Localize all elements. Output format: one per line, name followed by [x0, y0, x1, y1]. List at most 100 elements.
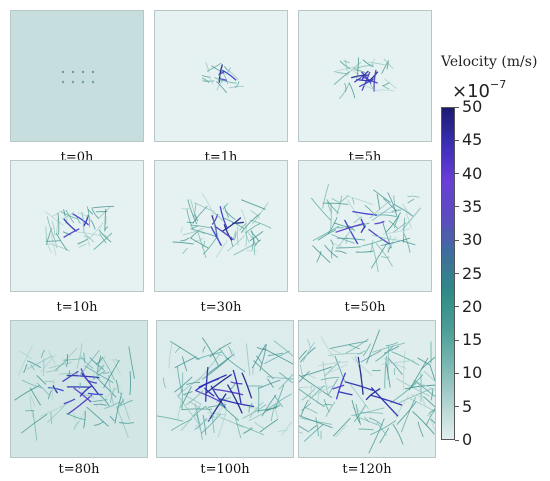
fracture-segment: [257, 386, 260, 414]
fracture-segment: [277, 429, 289, 433]
well-point: [71, 80, 75, 84]
fracture-segment: [332, 384, 345, 390]
fracture-segment: [348, 225, 356, 232]
fracture-segment: [361, 238, 385, 247]
fracture-segment: [62, 209, 66, 217]
panel-caption: t=10h: [56, 300, 98, 315]
fracture-segment: [218, 347, 229, 360]
fracture-segment: [423, 396, 435, 408]
fracture-segment: [89, 357, 105, 371]
fracture-segment: [401, 203, 412, 217]
fracture-segment: [400, 396, 417, 433]
fracture-segment: [401, 240, 416, 246]
fracture-segment: [360, 412, 384, 414]
fracture-segment: [392, 424, 404, 445]
fracture-segment: [403, 233, 411, 253]
fracture-segment: [91, 207, 99, 219]
fracture-segment: [28, 392, 36, 407]
fracture-segment: [157, 415, 184, 422]
fracture-segment: [180, 404, 202, 431]
fracture-segment: [92, 365, 103, 377]
fracture-segment: [109, 415, 115, 422]
fracture-segment: [97, 206, 111, 220]
colorbar-tick-mark: [455, 206, 459, 208]
colorbar-tick-mark: [455, 439, 459, 441]
fracture-segment: [401, 207, 422, 231]
fracture-segment: [335, 246, 361, 249]
fracture-segment: [258, 379, 281, 389]
colorbar-tick-mark: [455, 239, 459, 241]
fracture-field: [310, 183, 422, 273]
fracture-segment: [51, 379, 55, 401]
fracture-segment: [338, 225, 355, 247]
fracture-segment: [254, 239, 261, 247]
fracture-segment: [48, 361, 72, 369]
fracture-segment: [414, 380, 435, 398]
fracture-segment: [63, 347, 78, 362]
fracture-segment: [233, 244, 254, 256]
fracture-segment: [202, 237, 217, 255]
fracture-segment: [410, 394, 422, 398]
fracture-segment: [52, 210, 62, 217]
fracture-segment: [73, 412, 76, 421]
fracture-segment: [103, 359, 120, 389]
fracture-segment: [128, 346, 135, 379]
fracture-segment: [348, 344, 360, 350]
fracture-segment: [270, 404, 276, 422]
fracture-segment: [96, 355, 107, 367]
panel-t=1h: [154, 10, 288, 142]
fracture-segment: [391, 351, 420, 366]
fracture-segment: [45, 369, 59, 373]
fracture-segment: [396, 401, 417, 425]
fracture-segment: [92, 370, 106, 381]
fracture-segment: [172, 241, 194, 245]
fracture-segment: [190, 227, 206, 235]
fracture-segment: [119, 391, 131, 421]
fracture-segment: [50, 235, 57, 256]
fracture-segment: [428, 409, 435, 414]
fracture-segment: [425, 407, 435, 426]
colorbar-title: Velocity (m/s): [441, 54, 538, 70]
fracture-segment: [194, 417, 208, 430]
fracture-segment: [387, 236, 397, 250]
fracture-segment: [207, 353, 235, 375]
fracture-segment: [207, 412, 227, 416]
fracture-segment: [354, 415, 378, 426]
fracture-segment: [393, 203, 414, 217]
fracture-segment: [345, 61, 362, 77]
fracture-segment: [369, 239, 374, 254]
fracture-segment: [237, 226, 239, 246]
fracture-segment: [248, 403, 281, 422]
fracture-segment: [312, 245, 331, 264]
fracture-segment: [47, 390, 52, 400]
fracture-segment: [354, 355, 363, 378]
fracture-segment: [299, 350, 307, 360]
fracture-segment: [231, 350, 236, 358]
fracture-segment: [324, 244, 339, 258]
fracture-segment: [364, 204, 376, 217]
fracture-segment: [182, 247, 188, 254]
fracture-segment: [19, 350, 33, 360]
fracture-segment: [381, 256, 390, 258]
fracture-segment: [358, 428, 374, 431]
fracture-segment: [279, 372, 293, 384]
fracture-segment: [369, 202, 388, 219]
fracture-segment: [331, 197, 340, 203]
fracture-segment: [250, 230, 260, 242]
fracture-segment: [176, 397, 183, 422]
fracture-segment: [51, 220, 56, 236]
panel-t=30h: [154, 160, 288, 292]
fracture-segment: [29, 396, 34, 419]
fracture-segment: [41, 349, 46, 358]
fracture-segment: [225, 357, 246, 373]
colorbar-tick-label: 40: [462, 163, 483, 183]
fracture-segment: [417, 357, 431, 366]
fracture-segment: [98, 229, 112, 243]
fracture-segment: [57, 212, 60, 235]
colorbar-tick-mark: [455, 273, 459, 274]
fracture-segment: [310, 197, 332, 221]
fracture-segment: [320, 336, 334, 358]
colorbar-tick-mark: [455, 139, 459, 141]
fracture-segment: [386, 62, 389, 70]
fracture-segment: [299, 374, 333, 398]
